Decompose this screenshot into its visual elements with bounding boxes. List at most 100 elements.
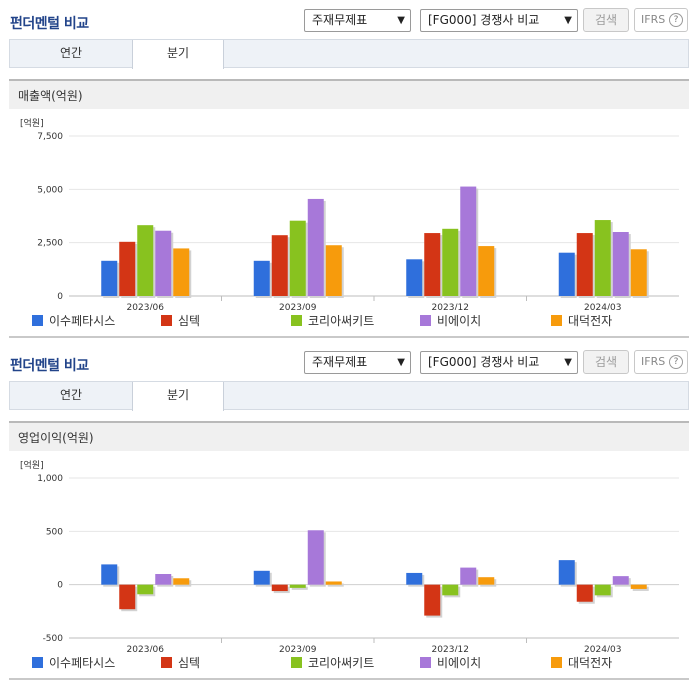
x-tick-label: 2023/06 xyxy=(127,303,165,310)
chevron-down-icon: ▼ xyxy=(564,15,572,26)
legend-swatch xyxy=(551,315,562,326)
bar-shadow xyxy=(291,586,308,590)
statement-select-value: 주재무제표 xyxy=(312,355,368,369)
ifrs-label: IFRS xyxy=(641,355,666,368)
bar-2024-03-s0 xyxy=(558,252,575,296)
peer-group-select-value: [FG000] 경쟁사 비교 xyxy=(428,355,540,369)
x-tick-label: 2023/12 xyxy=(432,645,469,652)
legend-item[interactable]: 코리아써키트 xyxy=(291,312,374,330)
x-tick-label: 2023/12 xyxy=(432,303,469,310)
y-tick-label: 1,000 xyxy=(37,474,63,484)
bar-2023-09-s4 xyxy=(325,245,342,296)
peer-group-select-value: [FG000] 경쟁사 비교 xyxy=(428,13,540,27)
legend-label: 코리아써키트 xyxy=(308,314,375,328)
legend-item[interactable]: 심텍 xyxy=(161,312,200,330)
legend-swatch xyxy=(161,657,172,668)
statement-select[interactable]: 주재무제표 ▼ xyxy=(304,351,411,374)
bar-2023-09-s2 xyxy=(289,584,306,588)
panel-header: 펀더멘털 비교 주재무제표 ▼ [FG000] 경쟁사 비교 ▼ 검색 IFRS? xyxy=(0,342,696,382)
panel-header: 펀더멘털 비교 주재무제표 ▼ [FG000] 경쟁사 비교 ▼ 검색 IFRS? xyxy=(0,0,696,40)
legend-label: 심텍 xyxy=(178,314,201,328)
bar-2023-12-s1 xyxy=(424,233,441,296)
bar-2023-09-s2 xyxy=(289,220,306,296)
statement-select[interactable]: 주재무제표 ▼ xyxy=(304,9,411,32)
legend-item[interactable]: 대덕전자 xyxy=(551,654,612,672)
chart-title: 매출액(억원) xyxy=(9,79,689,109)
bar-2024-03-s2 xyxy=(594,220,611,296)
legend-swatch xyxy=(32,315,43,326)
bar-2024-03-s0 xyxy=(558,560,575,585)
bar-2023-09-s3 xyxy=(307,198,324,296)
help-icon[interactable]: ? xyxy=(669,13,683,27)
x-tick-label: 2023/09 xyxy=(279,303,317,310)
tab-annual[interactable]: 연간 xyxy=(59,388,83,402)
x-tick-label: 2024/03 xyxy=(584,645,621,652)
operating-profit-panel: 펀더멘털 비교 주재무제표 ▼ [FG000] 경쟁사 비교 ▼ 검색 IFRS? … xyxy=(0,342,696,684)
legend-item[interactable]: 이수페타시스 xyxy=(32,312,115,330)
legend-label: 이수페타시스 xyxy=(49,656,116,670)
legend-swatch xyxy=(291,657,302,668)
legend-item[interactable]: 비에이치 xyxy=(420,312,481,330)
x-tick-label: 2023/06 xyxy=(127,645,165,652)
legend-label: 대덕전자 xyxy=(568,656,613,670)
legend-item[interactable]: 비에이치 xyxy=(420,654,481,672)
bar-2023-12-s3 xyxy=(460,186,477,296)
chevron-down-icon: ▼ xyxy=(564,357,572,368)
tab-quarter[interactable]: 분기 xyxy=(132,382,224,411)
legend-item[interactable]: 코리아써키트 xyxy=(291,654,374,672)
bar-2023-06-s4 xyxy=(173,578,190,585)
bar-2023-06-s3 xyxy=(155,574,172,585)
search-button[interactable]: 검색 xyxy=(583,350,629,374)
tab-quarter[interactable]: 분기 xyxy=(132,40,224,69)
y-tick-label: -500 xyxy=(43,634,64,644)
tab-annual[interactable]: 연간 xyxy=(59,46,83,60)
bar-2023-12-s3 xyxy=(460,567,477,585)
legend-label: 비에이치 xyxy=(437,314,482,328)
bar-2023-09-s1 xyxy=(271,584,288,592)
period-tabs: 연간 분기 xyxy=(9,39,689,69)
bar-2023-12-s0 xyxy=(406,572,423,585)
panel-divider xyxy=(9,678,689,680)
bar-shadow xyxy=(327,583,344,587)
legend-swatch xyxy=(551,657,562,668)
unit-label: [억원] xyxy=(20,117,44,129)
legend-swatch xyxy=(420,657,431,668)
peer-group-select[interactable]: [FG000] 경쟁사 비교 ▼ xyxy=(420,9,578,32)
legend-item[interactable]: 이수페타시스 xyxy=(32,654,115,672)
bar-2024-03-s3 xyxy=(612,232,629,296)
unit-label: [억원] xyxy=(20,459,44,471)
panel-divider xyxy=(9,336,689,338)
bar-2023-12-s4 xyxy=(478,246,495,296)
y-tick-label: 5,000 xyxy=(37,185,63,195)
revenue-bar-chart: [억원] 0 2,500 5,000 7,500 2023/06 2023/09 2023/1… xyxy=(20,117,679,310)
legend-swatch xyxy=(420,315,431,326)
legend-item[interactable]: 대덕전자 xyxy=(551,312,612,330)
bar-2023-12-s2 xyxy=(442,584,459,596)
peer-group-select[interactable]: [FG000] 경쟁사 비교 ▼ xyxy=(420,351,578,374)
bar-2023-12-s2 xyxy=(442,228,459,296)
chart-legend: 이수페타시스 심텍 코리아써키트 비에이치 대덕전자 xyxy=(0,654,696,672)
legend-item[interactable]: 심텍 xyxy=(161,654,200,672)
operating-profit-bar-chart: [억원] -500 0 500 1,000 2023/06 2023/09 2023/12 20… xyxy=(20,459,679,652)
legend-label: 코리아써키트 xyxy=(308,656,375,670)
bar-2024-03-s4 xyxy=(630,249,647,296)
legend-swatch xyxy=(291,315,302,326)
bar-2023-12-s0 xyxy=(406,259,423,296)
bar-2023-06-s2 xyxy=(137,584,154,595)
period-tabs: 연간 분기 xyxy=(9,381,689,411)
x-tick-label: 2023/09 xyxy=(279,645,317,652)
ifrs-button[interactable]: IFRS? xyxy=(634,8,688,32)
help-icon[interactable]: ? xyxy=(669,355,683,369)
x-tick-label: 2024/03 xyxy=(584,303,621,310)
search-button[interactable]: 검색 xyxy=(583,8,629,32)
bar-2023-06-s2 xyxy=(137,225,154,296)
bar-2024-03-s1 xyxy=(576,584,593,602)
panel-title: 펀더멘털 비교 xyxy=(10,358,89,374)
legend-label: 심텍 xyxy=(178,656,201,670)
y-tick-label: 7,500 xyxy=(37,132,63,142)
bar-2024-03-s1 xyxy=(576,233,593,296)
y-tick-label: 500 xyxy=(46,527,63,537)
y-tick-label: 0 xyxy=(57,581,63,591)
chevron-down-icon: ▼ xyxy=(397,357,405,368)
ifrs-button[interactable]: IFRS? xyxy=(634,350,688,374)
